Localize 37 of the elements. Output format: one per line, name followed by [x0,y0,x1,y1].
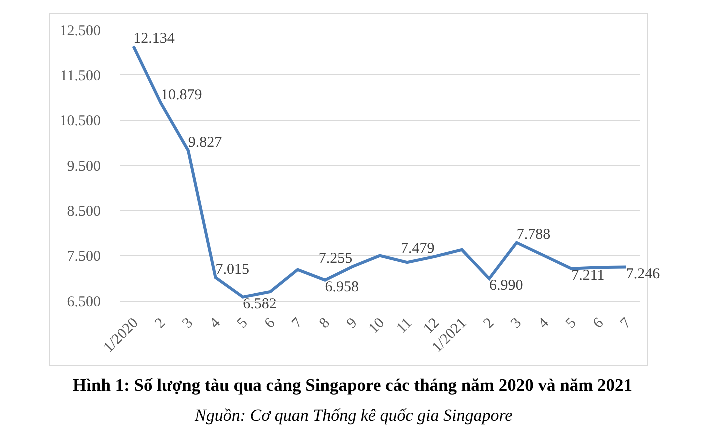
y-tick-label: 6.500 [67,294,101,310]
x-tick-label: 10 [366,315,388,338]
data-label: 7.246 [626,266,661,283]
data-label: 7.211 [572,268,605,284]
x-tick-label: 9 [344,315,361,332]
line-series [132,45,628,299]
x-tick-label: 2 [152,315,170,332]
text: Hình 1: Số lượng tàu qua cảng Singapore các tháng năm 2020 và năm 2021 [73,375,633,395]
x-tick-label: 5 [563,315,580,332]
y-tick-label: 8.500 [67,204,101,220]
x-tick-label: 7 [618,314,635,332]
data-label: 10.879 [161,87,202,104]
x-tick-label: 6 [262,314,280,332]
x-tick-label: 4 [536,314,553,332]
data-label: 9.827 [188,134,223,151]
x-tick-label: 8 [316,315,334,332]
data-label: 6.958 [325,280,360,296]
x-tick-label: 6 [590,314,608,332]
y-tick-label: 7.500 [67,249,101,266]
y-tick-label: 11.500 [60,68,101,84]
data-label: 12.134 [134,30,176,47]
y-tick-label: 10.500 [60,114,101,130]
x-tick-label: 2 [480,315,498,332]
data-label: 7.255 [318,251,353,268]
data-label: 7.479 [400,241,435,258]
x-tick-label: 7 [289,314,306,332]
data-label: 7.788 [516,227,551,244]
x-tick-label: 5 [234,315,252,332]
y-tick-label: 9.500 [67,158,101,175]
x-tick-label: 3 [508,315,525,332]
x-tick-label: 3 [180,315,197,332]
x-tick-label: 4 [207,314,224,332]
x-tick-label: 11 [394,315,416,337]
data-label: 7.015 [216,262,250,278]
data-label: 6.990 [489,278,524,294]
y-tick-label: 12.500 [60,23,101,40]
text: Nguồn: Cơ quan Thống kê quốc gia Singapore [194,406,514,425]
